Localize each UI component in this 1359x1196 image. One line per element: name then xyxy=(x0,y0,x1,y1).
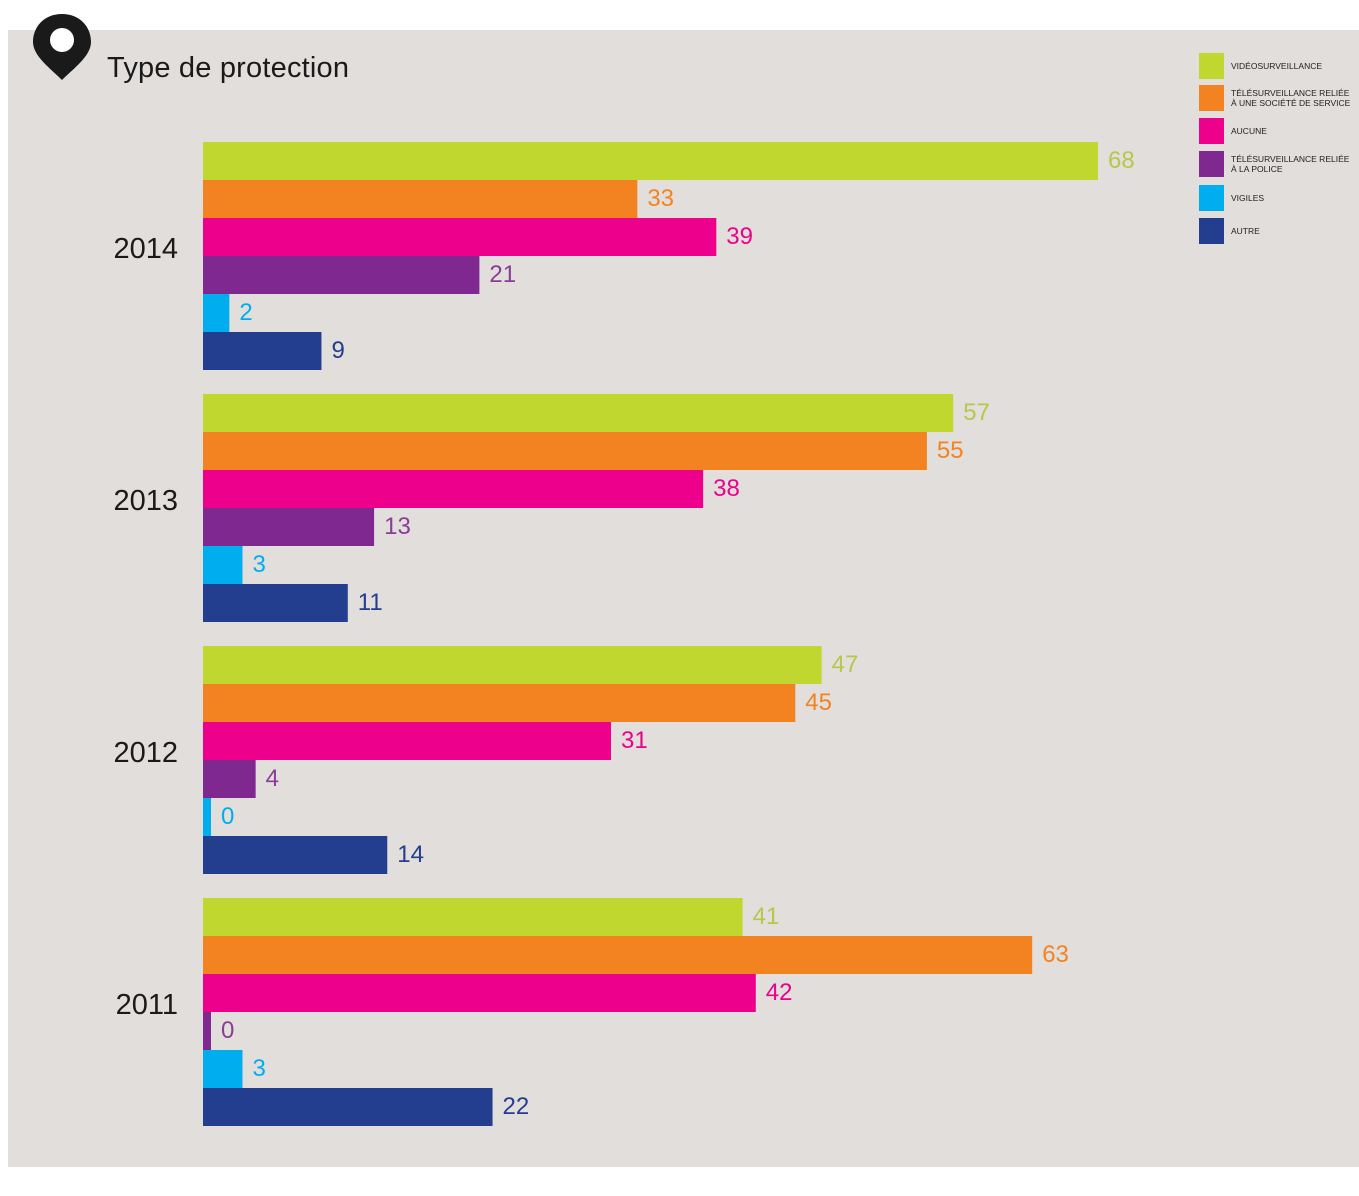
bar-aucune-2013 xyxy=(203,470,704,508)
year-label: 2014 xyxy=(113,233,178,265)
bar-telesurveillance-police-2011 xyxy=(203,1012,211,1050)
value-label: 39 xyxy=(726,223,753,250)
value-label: 3 xyxy=(252,551,265,578)
bar-telesurveillance-police-2012 xyxy=(203,760,256,798)
bar-autre-2012 xyxy=(203,836,388,874)
value-label: 55 xyxy=(937,437,964,464)
value-label: 2 xyxy=(239,299,252,326)
bar-videosurveillance-2014 xyxy=(203,142,1098,180)
legend-label: VIGILES xyxy=(1231,193,1265,203)
bar-aucune-2011 xyxy=(203,974,756,1012)
value-label: 21 xyxy=(489,261,516,288)
legend-swatch xyxy=(1199,151,1224,177)
value-label: 33 xyxy=(647,185,674,212)
bar-videosurveillance-2012 xyxy=(203,646,822,684)
value-label: 11 xyxy=(358,589,383,616)
bar-videosurveillance-2011 xyxy=(203,898,743,936)
legend-label: TÉLÉSURVEILLANCE RELIÉE À UNE SOCIÉTÉ DE… xyxy=(1231,88,1351,108)
legend-label: AUCUNE xyxy=(1231,126,1267,136)
bar-vigiles-2014 xyxy=(203,294,230,332)
legend-swatch xyxy=(1199,185,1224,211)
legend-swatch xyxy=(1199,218,1224,244)
legend-swatch xyxy=(1199,53,1224,79)
bar-autre-2011 xyxy=(203,1088,493,1126)
bar-telesurveillance-police-2013 xyxy=(203,508,375,546)
legend-swatch xyxy=(1199,118,1224,144)
value-label: 68 xyxy=(1108,147,1135,174)
value-label: 57 xyxy=(963,399,990,426)
value-label: 41 xyxy=(753,903,780,930)
value-label: 14 xyxy=(397,841,424,868)
legend-label: TÉLÉSURVEILLANCE RELIÉE À LA POLICE xyxy=(1231,154,1350,174)
value-label: 22 xyxy=(503,1093,530,1120)
bar-videosurveillance-2013 xyxy=(203,394,954,432)
legend-swatch xyxy=(1199,85,1224,111)
value-label: 63 xyxy=(1042,941,1069,968)
bar-aucune-2014 xyxy=(203,218,717,256)
year-label: 2013 xyxy=(113,485,178,517)
legend-label: VIDÉOSURVEILLANCE xyxy=(1231,61,1323,71)
value-label: 3 xyxy=(252,1055,265,1082)
year-label: 2011 xyxy=(116,989,178,1021)
bar-telesurveillance-societe-2014 xyxy=(203,180,638,218)
bar-vigiles-2013 xyxy=(203,546,243,584)
bar-autre-2014 xyxy=(203,332,322,370)
chart-title: Type de protection xyxy=(107,52,350,84)
bar-aucune-2012 xyxy=(203,722,612,760)
value-label: 0 xyxy=(221,1017,234,1044)
bar-autre-2013 xyxy=(203,584,348,622)
year-label: 2012 xyxy=(113,737,178,769)
bar-telesurveillance-societe-2013 xyxy=(203,432,927,470)
value-label: 31 xyxy=(621,727,648,754)
bar-vigiles-2012 xyxy=(203,798,211,836)
value-label: 47 xyxy=(832,651,859,678)
value-label: 42 xyxy=(766,979,793,1006)
map-pin-icon xyxy=(33,14,91,80)
value-label: 13 xyxy=(384,513,411,540)
bar-vigiles-2011 xyxy=(203,1050,243,1088)
bar-telesurveillance-police-2014 xyxy=(203,256,480,294)
bar-telesurveillance-societe-2011 xyxy=(203,936,1033,974)
value-label: 0 xyxy=(221,803,234,830)
value-label: 4 xyxy=(266,765,279,792)
value-label: 38 xyxy=(713,475,740,502)
value-label: 45 xyxy=(805,689,832,716)
value-label: 9 xyxy=(331,337,344,364)
legend-label: AUTRE xyxy=(1231,226,1260,236)
bar-telesurveillance-societe-2012 xyxy=(203,684,796,722)
